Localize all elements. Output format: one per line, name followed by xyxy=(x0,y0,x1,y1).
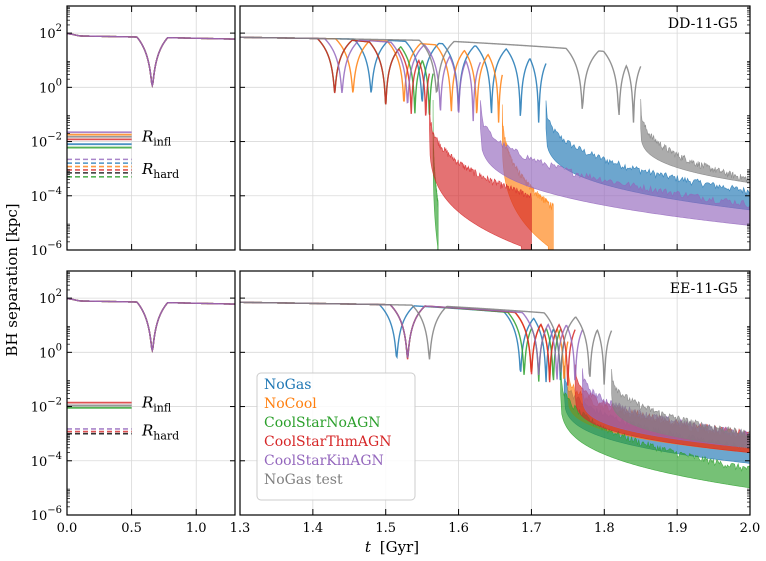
y-tick-label: 102 xyxy=(39,288,62,307)
x-tick-label: 1.5 xyxy=(375,521,396,536)
x-tick-label: 0.5 xyxy=(121,521,142,536)
x-tick-label: 2.0 xyxy=(740,521,761,536)
panel-left-plot xyxy=(67,6,235,250)
y-tick-label: 100 xyxy=(39,77,62,96)
y-tick-label-base: 10 xyxy=(31,244,48,259)
legend-entry: CoolStarNoAGN xyxy=(264,415,381,431)
y-tick-label: 10−6 xyxy=(31,505,62,524)
x-tick-label: 1.4 xyxy=(303,521,324,536)
y-tick-label-exponent: −4 xyxy=(47,451,62,462)
series-decay-band xyxy=(611,368,750,449)
panel-left-frame xyxy=(66,5,236,251)
y-tick-label: 10−4 xyxy=(31,451,62,470)
y-tick-label: 10−2 xyxy=(31,132,62,151)
x-tick-label: 1.8 xyxy=(594,521,615,536)
legend-entry: NoGas test xyxy=(264,472,343,488)
panel-right-frame xyxy=(239,5,751,251)
panel-right-frame xyxy=(239,270,751,516)
series-orbit-line xyxy=(240,301,569,381)
legend-box xyxy=(256,372,416,501)
legend: NoGas NoCool CoolStarNoAGN CoolStarThmAGN Co… xyxy=(256,372,416,501)
y-tick-label-base: 10 xyxy=(31,190,48,205)
panel-left-frame xyxy=(66,270,236,516)
x-tick-label: 1.7 xyxy=(521,521,542,536)
y-tick-label-base: 10 xyxy=(31,509,48,524)
r-infl-label: Rinfl xyxy=(141,127,172,148)
y-tick-label-base: 10 xyxy=(39,81,56,96)
r-infl-subscript: infl xyxy=(153,401,172,414)
r-hard-subscript: hard xyxy=(153,430,179,443)
y-tick-label-exponent: 2 xyxy=(56,288,62,299)
panel-title: EE-11-G5 xyxy=(670,281,738,297)
r-hard-label: Rhard xyxy=(141,160,179,181)
y-tick-label-base: 10 xyxy=(39,292,56,307)
y-tick-label-base: 10 xyxy=(39,27,56,42)
series-orbit-line xyxy=(240,36,642,123)
initial-orbit-line xyxy=(67,297,235,353)
legend-entry: NoCool xyxy=(264,396,317,412)
x-axis-title: t [Gyr] xyxy=(365,538,419,556)
panel-right-plot xyxy=(240,271,750,515)
y-tick-label-exponent: −6 xyxy=(47,240,62,251)
initial-orbit-line xyxy=(67,32,235,88)
y-tick-label-exponent: −6 xyxy=(47,505,62,516)
y-tick-label: 102 xyxy=(39,23,62,42)
legend-entry: CoolStarKinAGN xyxy=(264,453,384,469)
y-tick-label: 10−6 xyxy=(31,240,62,259)
y-tick-label-base: 10 xyxy=(31,401,48,416)
panels-layer: RinflRhard10210010−210−410−6DD-11-G5Rinf… xyxy=(31,5,761,536)
y-tick-label-exponent: 0 xyxy=(56,77,62,88)
y-tick-label-exponent: 2 xyxy=(56,23,62,34)
y-tick-label: 100 xyxy=(39,342,62,361)
r-infl-label: Rinfl xyxy=(141,393,172,414)
series-orbit-line xyxy=(240,301,562,382)
series-decay-band xyxy=(560,368,750,489)
r-hard-label: Rhard xyxy=(141,422,179,443)
legend-entry: CoolStarThmAGN xyxy=(264,434,391,450)
y-tick-label-base: 10 xyxy=(31,455,48,470)
x-tick-label: 1.3 xyxy=(230,521,251,536)
y-tick-label-exponent: 0 xyxy=(56,342,62,353)
x-tick-label: 1.0 xyxy=(186,521,207,536)
panel-left-plot xyxy=(67,271,235,515)
series-decay-band xyxy=(480,100,750,226)
series-decay-band xyxy=(640,98,750,184)
y-tick-label-base: 10 xyxy=(39,346,56,361)
y-tick-label: 10−4 xyxy=(31,186,62,205)
panel-title: DD-11-G5 xyxy=(668,16,738,32)
series-orbit-line xyxy=(240,301,565,383)
x-tick-label: 1.6 xyxy=(448,521,469,536)
x-tick-label: 1.9 xyxy=(667,521,688,536)
y-tick-label-exponent: −2 xyxy=(47,132,62,143)
r-hard-subscript: hard xyxy=(153,168,179,181)
y-tick-label-exponent: −2 xyxy=(47,397,62,408)
legend-entry: NoGas xyxy=(264,377,311,393)
y-axis-title: BH separation [kpc] xyxy=(3,203,21,356)
series-decay-band xyxy=(429,99,532,250)
series-orbit-line xyxy=(240,36,482,122)
x-axis-title-var: t xyxy=(365,538,372,556)
series-orbit-line xyxy=(240,36,503,123)
x-tick-label: 0.0 xyxy=(57,521,78,536)
series-orbit-line xyxy=(240,301,613,385)
y-tick-label-exponent: −4 xyxy=(47,186,62,197)
y-tick-label-base: 10 xyxy=(31,136,48,151)
r-infl-subscript: infl xyxy=(153,135,172,148)
x-axis-title-unit: [Gyr] xyxy=(380,538,419,556)
y-tick-label: 10−2 xyxy=(31,397,62,416)
panel-right-plot xyxy=(240,6,750,250)
